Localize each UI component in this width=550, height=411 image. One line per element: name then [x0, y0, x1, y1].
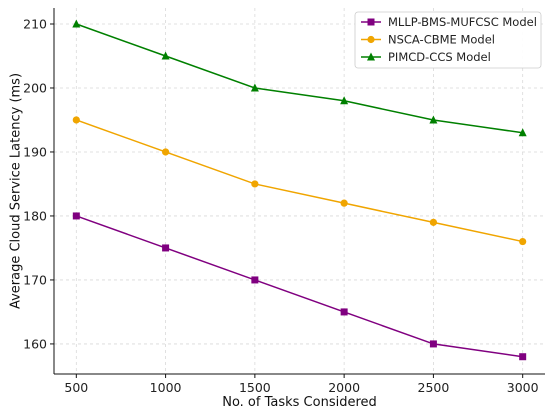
series-line	[76, 23, 523, 134]
y-tick-label: 200	[23, 80, 47, 95]
data-point	[161, 51, 170, 60]
data-point	[72, 212, 80, 220]
data-point	[429, 115, 438, 124]
x-axis-label: No. of Tasks Considered	[222, 395, 377, 410]
series-nsca-cbme-model	[72, 116, 527, 246]
series-pimcd-ccs-model	[72, 19, 527, 137]
x-tick-label: 500	[64, 380, 88, 395]
y-tick-label: 170	[23, 272, 47, 287]
x-tick-label: 1000	[150, 380, 182, 395]
y-tick-label: 190	[23, 144, 47, 159]
data-point	[162, 244, 170, 252]
series-mllp-bms-mufcsc-model	[72, 212, 527, 361]
legend-marker	[367, 18, 375, 26]
y-ticks: 160 170 180 190 200 210	[23, 16, 54, 351]
data-point	[72, 19, 81, 28]
legend-label: PIMCD-CCS Model	[388, 50, 491, 64]
data-point	[429, 340, 437, 348]
data-point	[340, 308, 348, 316]
legend-label: MLLP-BMS-MUFCSC Model	[388, 15, 537, 29]
data-point	[250, 83, 259, 92]
x-tick-label: 3000	[507, 380, 539, 395]
y-axis-label: Average Cloud Service Latency (ms)	[9, 73, 24, 309]
x-tick-label: 2000	[328, 380, 360, 395]
x-ticks: 500 1000 1500 2000 2500 3000	[64, 374, 539, 395]
legend-label: NSCA-CBME Model	[388, 33, 495, 47]
legend-box	[354, 11, 542, 69]
data-point	[72, 116, 80, 124]
data-point	[518, 128, 527, 137]
y-tick-label: 180	[23, 208, 47, 223]
legend-item: PIMCD-CCS Model	[361, 50, 491, 64]
y-tick-label: 160	[23, 336, 47, 351]
legend: MLLP-BMS-MUFCSC Model NSCA-CBME Model PIMC…	[354, 11, 542, 69]
legend-item: MLLP-BMS-MUFCSC Model	[361, 15, 537, 29]
data-point	[519, 237, 527, 246]
data-point	[340, 96, 349, 105]
data-point	[161, 148, 170, 156]
series-line	[76, 215, 523, 358]
axes	[53, 8, 545, 375]
legend-marker	[367, 35, 375, 44]
series-group	[72, 19, 527, 361]
legend-item: NSCA-CBME Model	[361, 33, 495, 47]
data-point	[429, 218, 438, 226]
x-tick-label: 2500	[418, 380, 450, 395]
series-line	[76, 119, 523, 243]
data-point	[519, 353, 527, 361]
data-point	[251, 276, 259, 284]
y-tick-label: 210	[23, 16, 47, 31]
data-point	[340, 199, 348, 207]
data-point	[251, 180, 259, 188]
legend-marker	[367, 52, 375, 61]
x-tick-label: 1500	[239, 380, 271, 395]
